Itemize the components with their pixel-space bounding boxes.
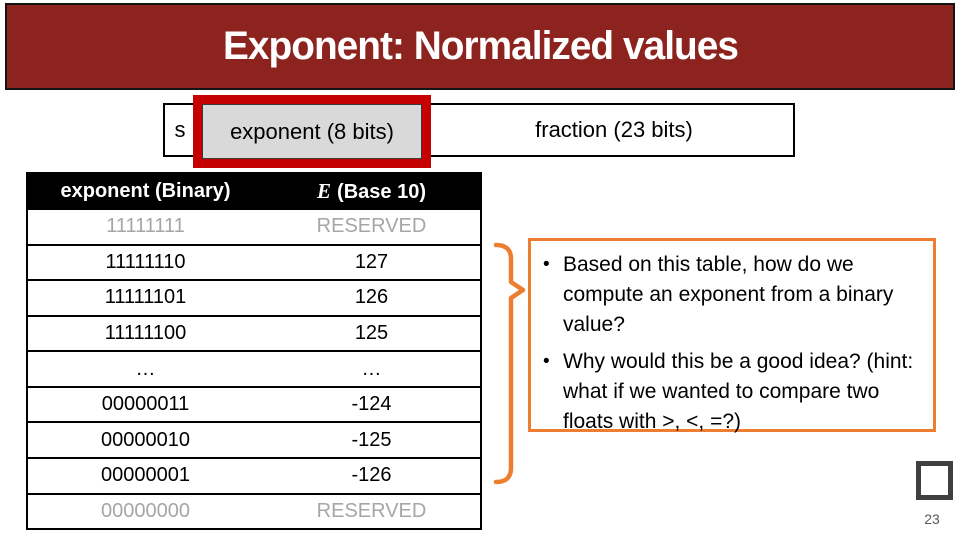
exponent-highlight-box: exponent (8 bits): [193, 95, 431, 168]
table-row: ……: [28, 350, 480, 386]
table-row: 11111101 126: [28, 279, 480, 315]
question-box: • Based on this table, how do we compute …: [528, 238, 936, 433]
table-row: 00000001 -126: [28, 456, 480, 493]
exponent-table: exponent (Binary) E (Base 10) 11111111 RES…: [26, 172, 482, 530]
bullet-icon: •: [543, 254, 550, 275]
cell-binary: 00000011: [101, 393, 190, 416]
cell-e-value: -126: [351, 464, 392, 487]
page-number: 23: [924, 511, 940, 527]
cell-binary: 11111111: [106, 215, 185, 238]
cell-e-value: RESERVED: [316, 499, 427, 522]
cell-e-value: …: [361, 357, 382, 380]
cell-e-value: -125: [351, 428, 392, 451]
table-row: 11111111 RESERVED: [28, 208, 480, 244]
bullet-icon: •: [543, 351, 550, 372]
cell-binary: …: [135, 357, 156, 380]
list-item: • Why would this be a good idea? (hint: w…: [543, 347, 927, 437]
cell-e-value: 125: [354, 321, 389, 344]
title-bar: Exponent: Normalized values: [5, 3, 955, 90]
page-title: Exponent: Normalized values: [222, 24, 738, 68]
bullet-text: Based on this table, how do we compute a…: [563, 253, 894, 336]
cell-binary: 11111100: [104, 321, 187, 344]
exponent-bits-label: exponent (8 bits): [230, 118, 394, 144]
fraction-bits-cell: fraction (23 bits): [535, 117, 693, 142]
column-header-binary: exponent (Binary): [60, 179, 231, 202]
column-header-e: E (Base 10): [263, 179, 480, 204]
e-symbol: E: [317, 178, 332, 203]
table-row: 00000010 -125: [28, 421, 480, 457]
cell-e-value: -124: [351, 393, 392, 416]
sign-bit-cell: s: [174, 117, 186, 142]
table-row: 00000000 RESERVED: [28, 492, 480, 529]
table-header-row: exponent (Binary) E (Base 10): [28, 174, 480, 208]
placeholder-box: [916, 461, 953, 500]
list-item: • Based on this table, how do we compute …: [543, 250, 927, 340]
cell-binary: 11111110: [105, 250, 186, 273]
cell-e-value: 126: [354, 286, 389, 309]
cell-binary: 00000001: [101, 464, 190, 487]
bullet-text: Why would this be a good idea? (hint: wh…: [563, 350, 914, 433]
table-row: 11111100 125: [28, 314, 480, 351]
table-row: 00000011 -124: [28, 385, 480, 422]
e-base-label: (Base 10): [337, 180, 426, 203]
brace-icon: [493, 242, 526, 485]
cell-e-value: 127: [354, 250, 389, 273]
cell-e-value: RESERVED: [316, 215, 427, 238]
cell-binary: 00000010: [101, 428, 190, 451]
table-row: 11111110 127: [28, 243, 480, 280]
cell-binary: 11111101: [104, 286, 187, 309]
cell-binary: 00000000: [101, 499, 190, 522]
